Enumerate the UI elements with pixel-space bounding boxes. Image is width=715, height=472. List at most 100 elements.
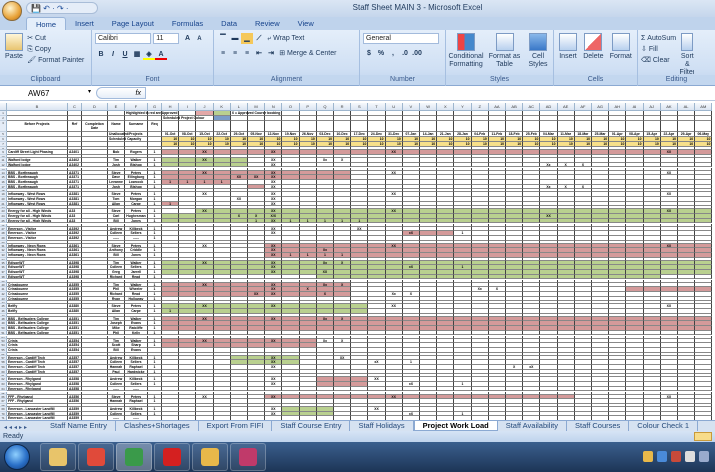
cell[interactable] <box>248 167 266 171</box>
cell[interactable] <box>609 155 627 159</box>
cell-count[interactable]: 1 <box>148 179 162 185</box>
sheet-nav-arrows-icon[interactable]: ◂◂◂▸▸ <box>4 425 30 431</box>
cell[interactable] <box>471 111 489 117</box>
cell[interactable] <box>108 155 125 159</box>
cell[interactable] <box>678 155 696 159</box>
week-header[interactable]: 08-Oct <box>179 131 197 137</box>
cell[interactable] <box>334 116 352 122</box>
cell[interactable]: 10 <box>282 142 300 148</box>
cell[interactable] <box>402 155 420 159</box>
cell[interactable] <box>7 131 68 137</box>
week-cell[interactable] <box>678 158 696 163</box>
cell[interactable] <box>265 111 283 117</box>
column-header[interactable]: AH <box>609 103 627 111</box>
cell[interactable] <box>148 116 162 122</box>
cell[interactable] <box>148 155 162 159</box>
cell[interactable] <box>334 121 352 132</box>
formula-input[interactable] <box>150 87 713 99</box>
week-header[interactable]: 10-Dec <box>334 131 352 137</box>
cell[interactable]: 10 <box>695 137 713 143</box>
column-header[interactable]: AF <box>574 103 592 111</box>
week-cell[interactable] <box>437 170 455 176</box>
cell[interactable] <box>82 155 108 159</box>
week-cell[interactable] <box>385 175 403 180</box>
cell[interactable] <box>592 116 610 122</box>
allocation-cell[interactable] <box>316 150 334 156</box>
allocation-cell[interactable] <box>179 158 197 163</box>
week-cell[interactable] <box>454 179 472 185</box>
cell[interactable] <box>454 121 472 132</box>
week-cell[interactable] <box>574 170 592 176</box>
cell-last[interactable]: Lowcock <box>125 179 148 185</box>
cell[interactable] <box>148 167 162 171</box>
cell-first[interactable]: Josh <box>108 162 125 168</box>
cell-code[interactable]: A3402 <box>68 162 82 168</box>
week-cell[interactable] <box>523 175 541 180</box>
cell[interactable] <box>82 116 108 122</box>
week-cell[interactable] <box>248 158 266 163</box>
cell[interactable] <box>488 116 506 122</box>
week-header[interactable]: 04-Mar <box>540 131 558 137</box>
week-cell[interactable] <box>351 170 369 176</box>
cell[interactable] <box>351 147 369 151</box>
cell-last[interactable]: Ellingburg <box>125 175 148 180</box>
increase-decimal-icon[interactable]: .0 <box>402 50 408 57</box>
cell[interactable] <box>402 116 420 122</box>
week-header[interactable]: 21-Jan <box>437 131 455 137</box>
cell[interactable] <box>230 116 248 122</box>
cell[interactable] <box>68 142 82 148</box>
font-name-select[interactable]: Calibri <box>95 33 151 44</box>
allocation-cell[interactable]: XX <box>196 158 214 163</box>
week-cell[interactable] <box>540 179 558 185</box>
cell[interactable]: 10 <box>574 142 592 148</box>
allocation-cell[interactable] <box>523 150 541 156</box>
week-cell[interactable] <box>540 170 558 176</box>
column-header[interactable]: P <box>299 103 317 111</box>
cell[interactable]: 10 <box>316 137 334 143</box>
cell[interactable] <box>179 155 197 159</box>
cell[interactable]: 10 <box>196 142 214 148</box>
allocation-cell[interactable] <box>334 175 352 180</box>
cell[interactable]: 10 <box>334 137 352 143</box>
cell[interactable] <box>557 155 575 159</box>
cell[interactable] <box>695 155 713 159</box>
cell[interactable] <box>557 167 575 171</box>
column-header[interactable]: R <box>334 103 352 111</box>
week-cell[interactable] <box>471 179 489 185</box>
align-right-icon[interactable]: ≡ <box>244 50 250 57</box>
cell[interactable]: 10 <box>523 142 541 148</box>
allocation-cell[interactable] <box>454 150 472 156</box>
cell[interactable] <box>7 147 68 151</box>
week-header[interactable]: 11-Feb <box>488 131 506 137</box>
week-cell[interactable] <box>643 162 661 168</box>
week-cell[interactable] <box>506 170 524 176</box>
cell[interactable]: 10 <box>230 142 248 148</box>
cell[interactable] <box>196 111 214 117</box>
cell[interactable] <box>523 167 541 171</box>
week-cell[interactable] <box>420 158 438 163</box>
worksheet-grid[interactable]: B C D E F G H I J K L M N O P Q R S T U V W X Y Z AA AB AC AD AE AF AG A… <box>0 103 715 420</box>
week-cell[interactable] <box>316 179 334 185</box>
allocation-cell[interactable] <box>420 150 438 156</box>
cell[interactable]: 10 <box>660 142 678 148</box>
column-header[interactable]: Y <box>454 103 472 111</box>
week-cell[interactable] <box>402 170 420 176</box>
row-header[interactable]: 5 <box>0 131 7 137</box>
column-header[interactable]: AB <box>506 103 524 111</box>
cell[interactable] <box>282 167 300 171</box>
cell[interactable] <box>454 167 472 171</box>
cell[interactable] <box>196 155 214 159</box>
week-cell[interactable] <box>488 179 506 185</box>
cell[interactable] <box>68 155 82 159</box>
cell[interactable] <box>68 116 82 122</box>
cell[interactable] <box>179 111 197 117</box>
cell[interactable] <box>351 167 369 171</box>
cell[interactable] <box>68 137 82 143</box>
cell[interactable] <box>368 111 386 117</box>
week-cell[interactable] <box>695 175 713 180</box>
allocation-cell[interactable] <box>196 162 214 168</box>
allocation-cell[interactable] <box>248 170 266 176</box>
week-header[interactable]: 11-Mar <box>557 131 575 137</box>
cell[interactable] <box>523 116 541 122</box>
cell[interactable]: 10 <box>471 142 489 148</box>
